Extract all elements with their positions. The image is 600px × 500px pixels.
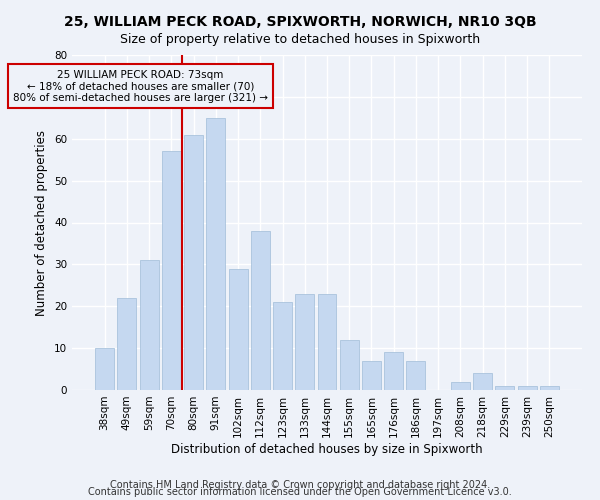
- X-axis label: Distribution of detached houses by size in Spixworth: Distribution of detached houses by size …: [171, 442, 483, 456]
- Bar: [95, 348, 114, 390]
- Bar: [184, 134, 203, 390]
- Text: Size of property relative to detached houses in Spixworth: Size of property relative to detached ho…: [120, 32, 480, 46]
- Bar: [118, 298, 136, 390]
- Bar: [229, 268, 248, 390]
- Text: 25 WILLIAM PECK ROAD: 73sqm
← 18% of detached houses are smaller (70)
80% of sem: 25 WILLIAM PECK ROAD: 73sqm ← 18% of det…: [13, 70, 268, 103]
- Text: 25, WILLIAM PECK ROAD, SPIXWORTH, NORWICH, NR10 3QB: 25, WILLIAM PECK ROAD, SPIXWORTH, NORWIC…: [64, 15, 536, 29]
- Bar: [384, 352, 403, 390]
- Bar: [206, 118, 225, 390]
- Bar: [273, 302, 292, 390]
- Bar: [473, 373, 492, 390]
- Y-axis label: Number of detached properties: Number of detached properties: [35, 130, 49, 316]
- Bar: [518, 386, 536, 390]
- Bar: [295, 294, 314, 390]
- Text: Contains HM Land Registry data © Crown copyright and database right 2024.: Contains HM Land Registry data © Crown c…: [110, 480, 490, 490]
- Bar: [162, 152, 181, 390]
- Text: Contains public sector information licensed under the Open Government Licence v3: Contains public sector information licen…: [88, 487, 512, 497]
- Bar: [362, 360, 381, 390]
- Bar: [540, 386, 559, 390]
- Bar: [406, 360, 425, 390]
- Bar: [340, 340, 359, 390]
- Bar: [251, 231, 270, 390]
- Bar: [140, 260, 158, 390]
- Bar: [317, 294, 337, 390]
- Bar: [451, 382, 470, 390]
- Bar: [496, 386, 514, 390]
